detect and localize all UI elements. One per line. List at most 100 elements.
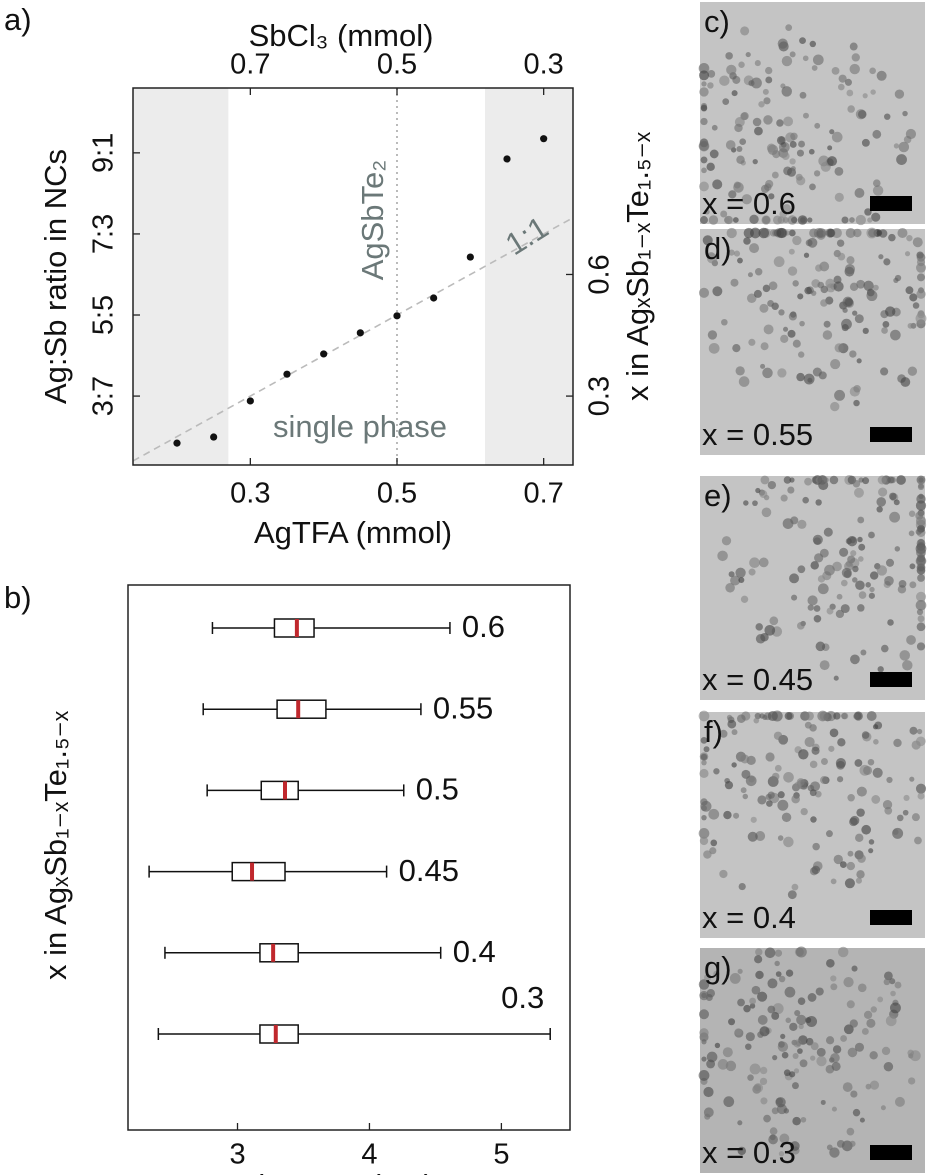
particle	[826, 607, 834, 615]
particle	[854, 314, 864, 324]
particle	[755, 970, 764, 980]
particle	[778, 309, 785, 316]
particle	[791, 216, 798, 224]
particle	[863, 280, 874, 291]
particle	[777, 368, 787, 378]
particle	[793, 1039, 802, 1048]
shaded-region	[485, 88, 573, 465]
particle	[855, 833, 864, 843]
particle	[876, 565, 888, 576]
particle	[807, 217, 813, 223]
particle	[916, 547, 926, 558]
particle	[917, 574, 925, 582]
particle	[815, 499, 822, 506]
particle	[858, 591, 867, 599]
y2-tick-label: 0.6	[584, 254, 616, 294]
particle	[713, 970, 720, 977]
particle	[699, 1028, 709, 1038]
particle	[902, 110, 908, 117]
particle	[698, 1070, 710, 1081]
particle	[853, 385, 861, 393]
particle	[918, 477, 924, 483]
particle	[780, 1033, 786, 1039]
particle	[809, 183, 816, 191]
scale-bar	[870, 196, 912, 211]
particle	[915, 500, 927, 511]
particle	[762, 367, 773, 379]
particle	[824, 564, 835, 576]
particle	[877, 475, 887, 485]
particle	[702, 235, 713, 246]
particle	[757, 795, 767, 805]
particle	[767, 791, 775, 799]
particle	[743, 237, 751, 245]
particle	[852, 565, 859, 573]
particle	[834, 192, 844, 202]
particle	[869, 67, 876, 75]
particle	[916, 563, 926, 573]
particle	[862, 477, 870, 485]
particle	[871, 795, 881, 804]
x2-axis-label: SbCl₃ (mmol)	[249, 18, 434, 53]
particle	[762, 714, 768, 720]
particle	[804, 736, 815, 748]
particle	[726, 714, 733, 721]
particle	[864, 208, 872, 216]
particle	[814, 553, 824, 563]
particle	[846, 535, 858, 547]
particle	[798, 1023, 804, 1030]
particle	[850, 1090, 858, 1098]
particle	[731, 90, 738, 97]
particle	[884, 971, 893, 981]
particle	[917, 273, 925, 282]
particle	[701, 1056, 707, 1062]
particle	[896, 814, 904, 822]
particle	[745, 51, 751, 58]
particle	[772, 215, 783, 225]
particle	[797, 293, 804, 300]
particle	[854, 188, 865, 198]
particle	[849, 1140, 856, 1147]
particle	[859, 1117, 865, 1123]
particle	[855, 214, 866, 226]
particle	[876, 506, 883, 513]
particle	[809, 760, 818, 769]
particle	[862, 93, 868, 99]
particle	[833, 281, 844, 292]
particle	[820, 776, 829, 785]
particle	[734, 1028, 742, 1036]
particle	[703, 850, 712, 859]
particle	[843, 1024, 854, 1035]
particle	[768, 193, 775, 200]
particle	[795, 946, 807, 958]
particle	[817, 475, 828, 485]
particle	[839, 861, 847, 869]
particle	[844, 878, 855, 889]
particle	[753, 289, 762, 298]
particle	[915, 783, 927, 794]
particle	[810, 781, 821, 792]
particle	[843, 977, 854, 988]
y-tick-label: 9:1	[88, 133, 120, 173]
particle	[836, 239, 845, 247]
particle	[699, 138, 709, 148]
particle	[783, 116, 794, 127]
particle	[889, 476, 896, 484]
particle	[771, 1107, 779, 1115]
particle	[797, 519, 807, 529]
particle	[841, 567, 852, 578]
particle	[850, 654, 860, 665]
particle	[774, 764, 782, 772]
particle	[740, 595, 749, 603]
particle	[876, 497, 887, 507]
particle	[846, 1000, 855, 1009]
particle	[825, 228, 835, 238]
x-tick-label: 0.3	[230, 478, 270, 510]
particle	[758, 227, 770, 239]
particle	[755, 487, 761, 494]
particle	[762, 284, 771, 293]
particle	[731, 729, 738, 736]
particle	[703, 1086, 714, 1098]
particle	[813, 605, 821, 612]
particle	[700, 798, 708, 806]
